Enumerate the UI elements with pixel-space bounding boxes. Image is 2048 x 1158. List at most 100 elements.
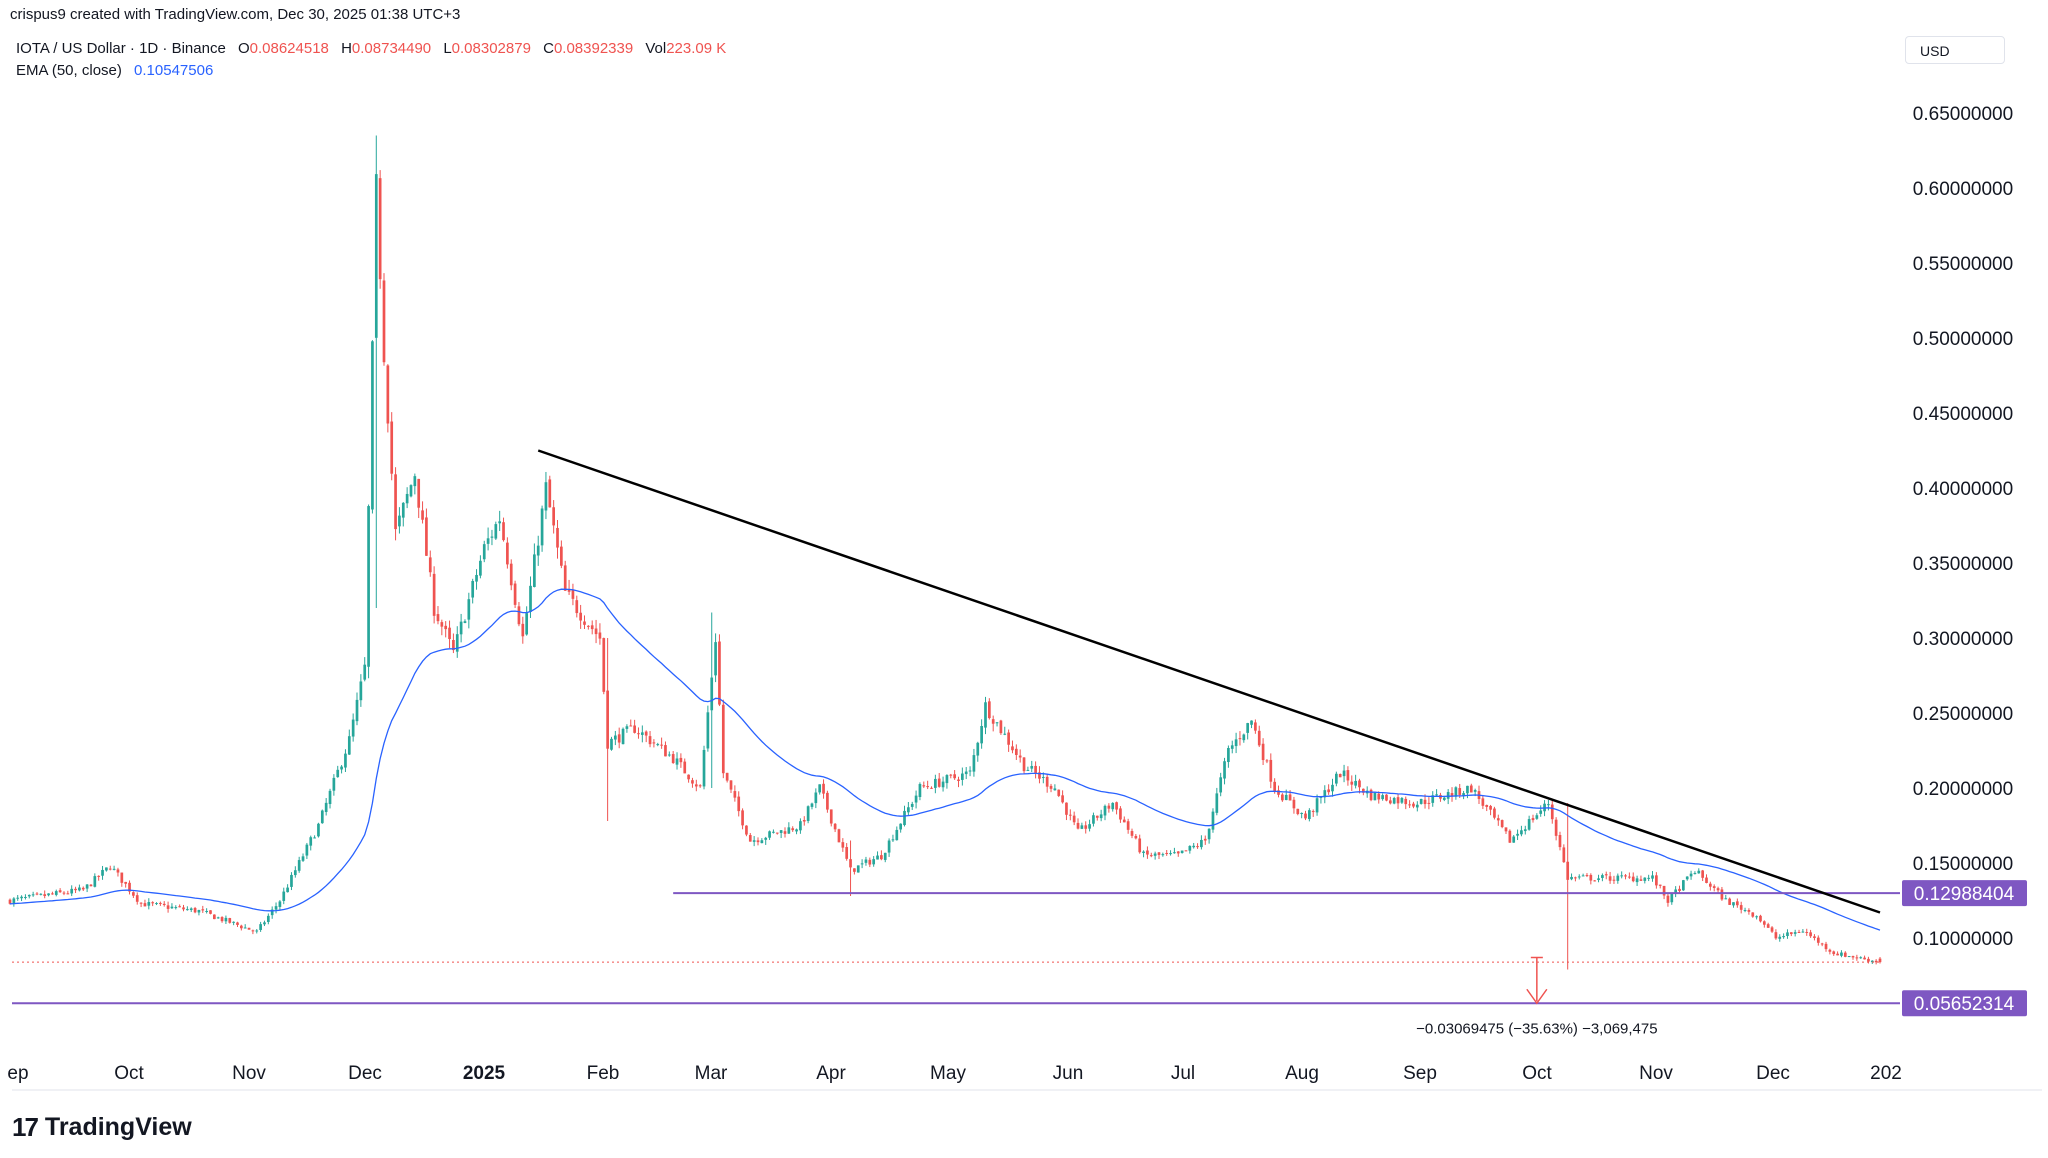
candle-body <box>918 784 922 798</box>
candle-body <box>1288 794 1292 801</box>
candle-body <box>498 521 502 524</box>
open-value: 0.08624518 <box>249 40 329 57</box>
ema-row: EMA (50, close) 0.10547506 <box>16 60 726 82</box>
candle-body <box>1188 845 1192 851</box>
candle-body <box>999 720 1003 734</box>
x-tick-label: Sep <box>1403 1063 1437 1084</box>
candle-body <box>1755 916 1758 918</box>
candle-body <box>590 625 594 630</box>
y-tick-label: 0.10000000 <box>1913 929 2013 950</box>
candle-body <box>629 725 633 727</box>
close-label: C <box>543 40 554 57</box>
candle-body <box>1080 825 1084 829</box>
candle-body <box>1863 957 1866 960</box>
level-price-label: 0.05652314 <box>1914 994 2015 1015</box>
candle-body <box>802 819 806 822</box>
candle-body <box>305 844 309 856</box>
candle-body <box>74 888 77 891</box>
candle-body <box>725 772 729 781</box>
currency-selector[interactable]: USD <box>1905 36 2005 64</box>
candle-body <box>941 781 945 788</box>
candle-body <box>1138 838 1142 853</box>
candle-body <box>856 865 860 873</box>
candle-body <box>1566 861 1570 880</box>
candle-body <box>425 517 428 556</box>
candle-body <box>1516 833 1519 836</box>
candle-body <box>182 907 185 910</box>
candle-body <box>660 744 663 746</box>
candle-body <box>475 574 478 582</box>
candle-body <box>1057 789 1061 796</box>
candle-body <box>1589 874 1593 881</box>
ema-label[interactable]: EMA (50, close) <box>16 62 122 79</box>
candle-body <box>112 868 116 870</box>
candle-body <box>1512 836 1516 843</box>
candle-body <box>513 583 517 605</box>
candle-body <box>159 902 162 904</box>
candle-body <box>980 725 983 744</box>
candle-body <box>317 823 320 837</box>
candle-body <box>1396 797 1400 804</box>
candle-body <box>667 754 671 756</box>
candle-body <box>683 761 687 774</box>
candle-body <box>1867 958 1870 962</box>
candle-body <box>135 895 139 902</box>
candle-body <box>1442 797 1446 800</box>
candle-body <box>340 766 343 770</box>
candle-body <box>1801 931 1805 933</box>
candle-body <box>1161 854 1165 856</box>
candle-body <box>382 280 386 363</box>
candle-body <box>1647 877 1651 879</box>
candle-body <box>1388 800 1392 804</box>
candle-body <box>961 773 964 780</box>
candle-body <box>652 742 656 744</box>
candle-body <box>155 903 158 905</box>
candle-body <box>1207 828 1211 840</box>
candle-body <box>644 731 648 736</box>
x-tick-label: Feb <box>587 1063 620 1084</box>
candle-body <box>174 907 178 909</box>
candle-body <box>47 893 50 896</box>
candle-body <box>213 914 216 920</box>
candle-body <box>1018 755 1022 758</box>
candle-body <box>97 875 101 877</box>
candle-body <box>1631 876 1635 882</box>
high-label: H <box>341 40 352 57</box>
close-value: 0.08392339 <box>553 40 634 57</box>
candle-body <box>1770 927 1774 932</box>
candle-body <box>1446 792 1450 799</box>
candle-body <box>1045 776 1049 787</box>
candle-body <box>1427 802 1431 804</box>
candle-body <box>1335 773 1338 784</box>
y-tick-label: 0.25000000 <box>1913 704 2013 725</box>
candle-body <box>1142 851 1145 853</box>
candle-body <box>1196 846 1199 848</box>
candle-body <box>1076 822 1080 829</box>
candle-body <box>1855 957 1859 959</box>
candle-body <box>1092 815 1095 824</box>
candle-body <box>31 894 35 896</box>
symbol-name[interactable]: IOTA / US Dollar · 1D · Binance <box>16 40 226 57</box>
candle-body <box>359 681 363 701</box>
candle-body <box>1628 876 1631 878</box>
candle-body <box>1874 960 1878 963</box>
candle-body <box>849 859 852 868</box>
candle-body <box>1350 781 1354 785</box>
candle-body <box>178 906 181 908</box>
candle-body <box>274 906 278 910</box>
candle-body <box>606 690 609 749</box>
candle-body <box>1735 901 1739 906</box>
candle-body <box>945 775 949 784</box>
x-tick-label: May <box>930 1063 966 1084</box>
candle-body <box>1535 815 1539 819</box>
candle-body <box>1678 888 1681 891</box>
candle-body <box>1616 875 1620 881</box>
candle-body <box>293 870 297 876</box>
candle-body <box>525 613 529 635</box>
candle-body <box>556 527 559 548</box>
candle-body <box>694 784 698 787</box>
candle-body <box>1111 802 1115 810</box>
candle-body <box>1392 797 1396 804</box>
candle-body <box>899 823 903 830</box>
